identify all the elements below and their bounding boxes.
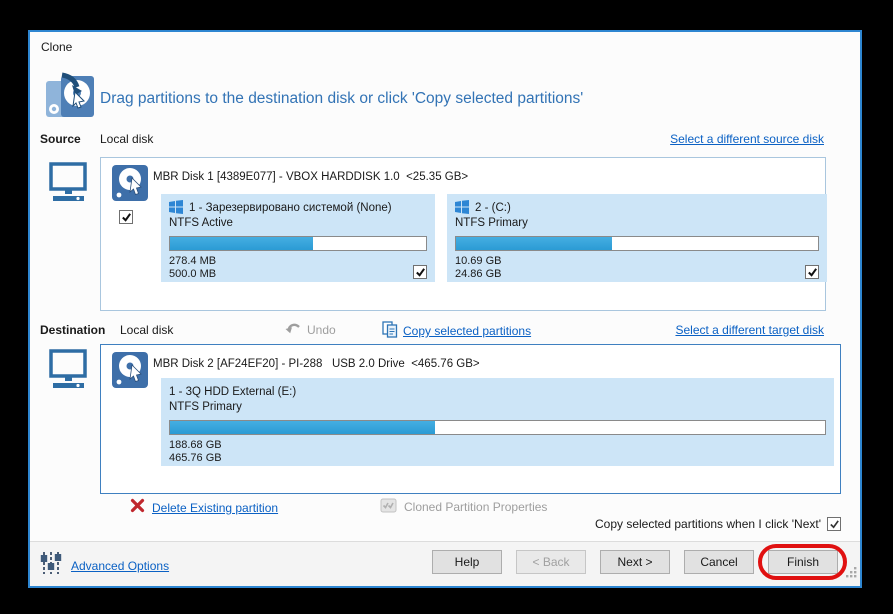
help-button[interactable]: Help [432,550,502,574]
red-x-icon [130,498,145,518]
cloned-partition-properties-button: Cloned Partition Properties [380,498,547,516]
partition-checkbox[interactable] [413,265,427,279]
destination-type-label: Local disk [120,323,174,337]
source-label: Source [40,132,81,146]
destination-actions-row: Delete Existing partition Cloned Partiti… [30,498,860,516]
partition-used: 278.4 MB [169,255,217,267]
computer-monitor-icon [46,349,90,396]
cloned-properties-icon [380,498,397,516]
destination-label: Destination [40,323,106,337]
windows-logo-icon [455,199,469,217]
source-disk-title: MBR Disk 1 [4389E077] - VBOX HARDDISK 1.… [153,171,469,183]
partition-usage-fill [170,421,436,434]
partition-used: 188.68 GB [169,439,222,451]
delete-existing-partition-button[interactable]: Delete Existing partition [130,498,278,518]
partition-usage-bar [169,236,427,251]
partition-filesystem: NTFS Primary [169,401,242,413]
partition-size: 500.0 MB [169,268,217,280]
destination-header-row: Destination Local disk Undo [30,321,860,341]
back-button: < Back [516,550,586,574]
partition-usage-fill [170,237,313,250]
sliders-icon [38,550,64,581]
source-partition-1[interactable]: 1 - Зарезервировано системой (None) NTFS… [161,194,435,282]
finish-button[interactable]: Finish [768,550,838,574]
clone-disk-icon [44,72,96,129]
source-partition-2[interactable]: 2 - (C:) NTFS Primary 10.69 GB 24.86 GB [447,194,827,282]
partition-usage-bar [169,420,826,435]
destination-disk-title: MBR Disk 2 [AF24EF20] - PI-288 USB 2.0 D… [153,358,480,370]
partition-size: 465.76 GB [169,452,222,464]
page-title: Clone [41,40,73,54]
partition-usage-fill [456,237,612,250]
source-type-label: Local disk [100,132,154,146]
instruction-heading: Drag partitions to the destination disk … [100,90,584,107]
windows-logo-icon [169,199,183,217]
partition-filesystem: NTFS Primary [455,217,528,229]
copy-when-next-checkbox[interactable] [827,517,841,531]
cancel-button[interactable]: Cancel [684,550,754,574]
computer-monitor-icon [46,162,90,209]
hard-disk-icon [111,351,149,394]
partition-size: 24.86 GB [455,268,502,280]
copy-icon [382,321,398,341]
partition-name: 1 - Зарезервировано системой (None) [189,202,392,214]
source-disk-box: MBR Disk 1 [4389E077] - VBOX HARDDISK 1.… [100,157,827,311]
undo-button: Undo [285,321,336,338]
next-button[interactable]: Next > [600,550,670,574]
source-header-row: Source Local disk Select a different sou… [30,132,860,150]
resize-grip[interactable] [845,565,857,583]
dialog-button-bar: Advanced Options Help < Back Next > Canc… [30,541,860,586]
partition-name: 1 - 3Q HDD External (E:) [169,386,297,398]
partition-used: 10.69 GB [455,255,502,267]
destination-partition-1[interactable]: 1 - 3Q HDD External (E:) NTFS Primary 18… [161,378,834,466]
undo-icon [285,321,302,338]
partition-name: 2 - (C:) [475,202,511,214]
partition-checkbox[interactable] [805,265,819,279]
partition-usage-bar [455,236,819,251]
clone-dialog: Clone Drag partitions to the destination… [28,30,862,588]
copy-when-next-row: Copy selected partitions when I click 'N… [595,517,841,531]
select-target-disk-link[interactable]: Select a different target disk [675,323,824,337]
source-disk-checkbox[interactable] [119,210,133,224]
hard-disk-icon [111,164,149,207]
select-source-disk-link[interactable]: Select a different source disk [670,132,824,146]
partition-filesystem: NTFS Active [169,217,233,229]
copy-when-next-label: Copy selected partitions when I click 'N… [594,517,821,531]
copy-selected-partitions-button[interactable]: Copy selected partitions [382,321,531,341]
advanced-options-button[interactable]: Advanced Options [38,550,169,581]
destination-disk-box: MBR Disk 2 [AF24EF20] - PI-288 USB 2.0 D… [100,344,841,494]
